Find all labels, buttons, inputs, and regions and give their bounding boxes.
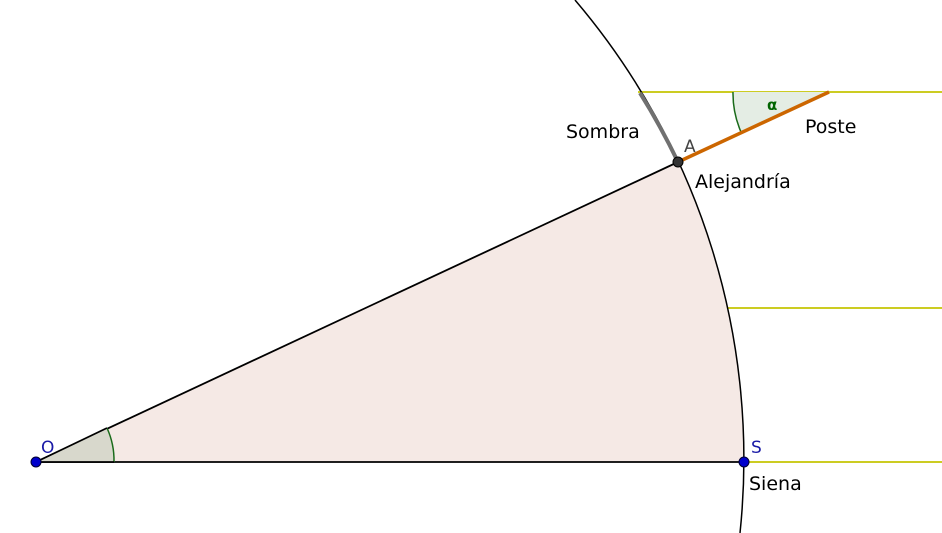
earth-circle-arc [574, 0, 745, 533]
label-alpha: α [767, 96, 777, 114]
radius-o-a [35, 161, 679, 463]
angle-o-side-redraw [35, 427, 108, 463]
label-poste: Poste [805, 116, 856, 138]
label-point-a: A [684, 137, 696, 157]
point-s[interactable] [738, 456, 750, 468]
label-sombra: Sombra [566, 121, 640, 143]
point-a[interactable] [672, 156, 684, 168]
pole-line [677, 90, 830, 164]
angle-o-stroke [106, 427, 115, 463]
label-point-o: O [41, 438, 54, 458]
shadow-arc [638, 91, 680, 163]
label-alejandria: Alejandría [695, 171, 791, 193]
label-siena: Siena [749, 473, 802, 495]
label-point-s: S [751, 438, 762, 458]
angle-alpha-stroke [732, 91, 742, 133]
earth-sector [36, 162, 745, 462]
point-o[interactable] [30, 456, 42, 468]
